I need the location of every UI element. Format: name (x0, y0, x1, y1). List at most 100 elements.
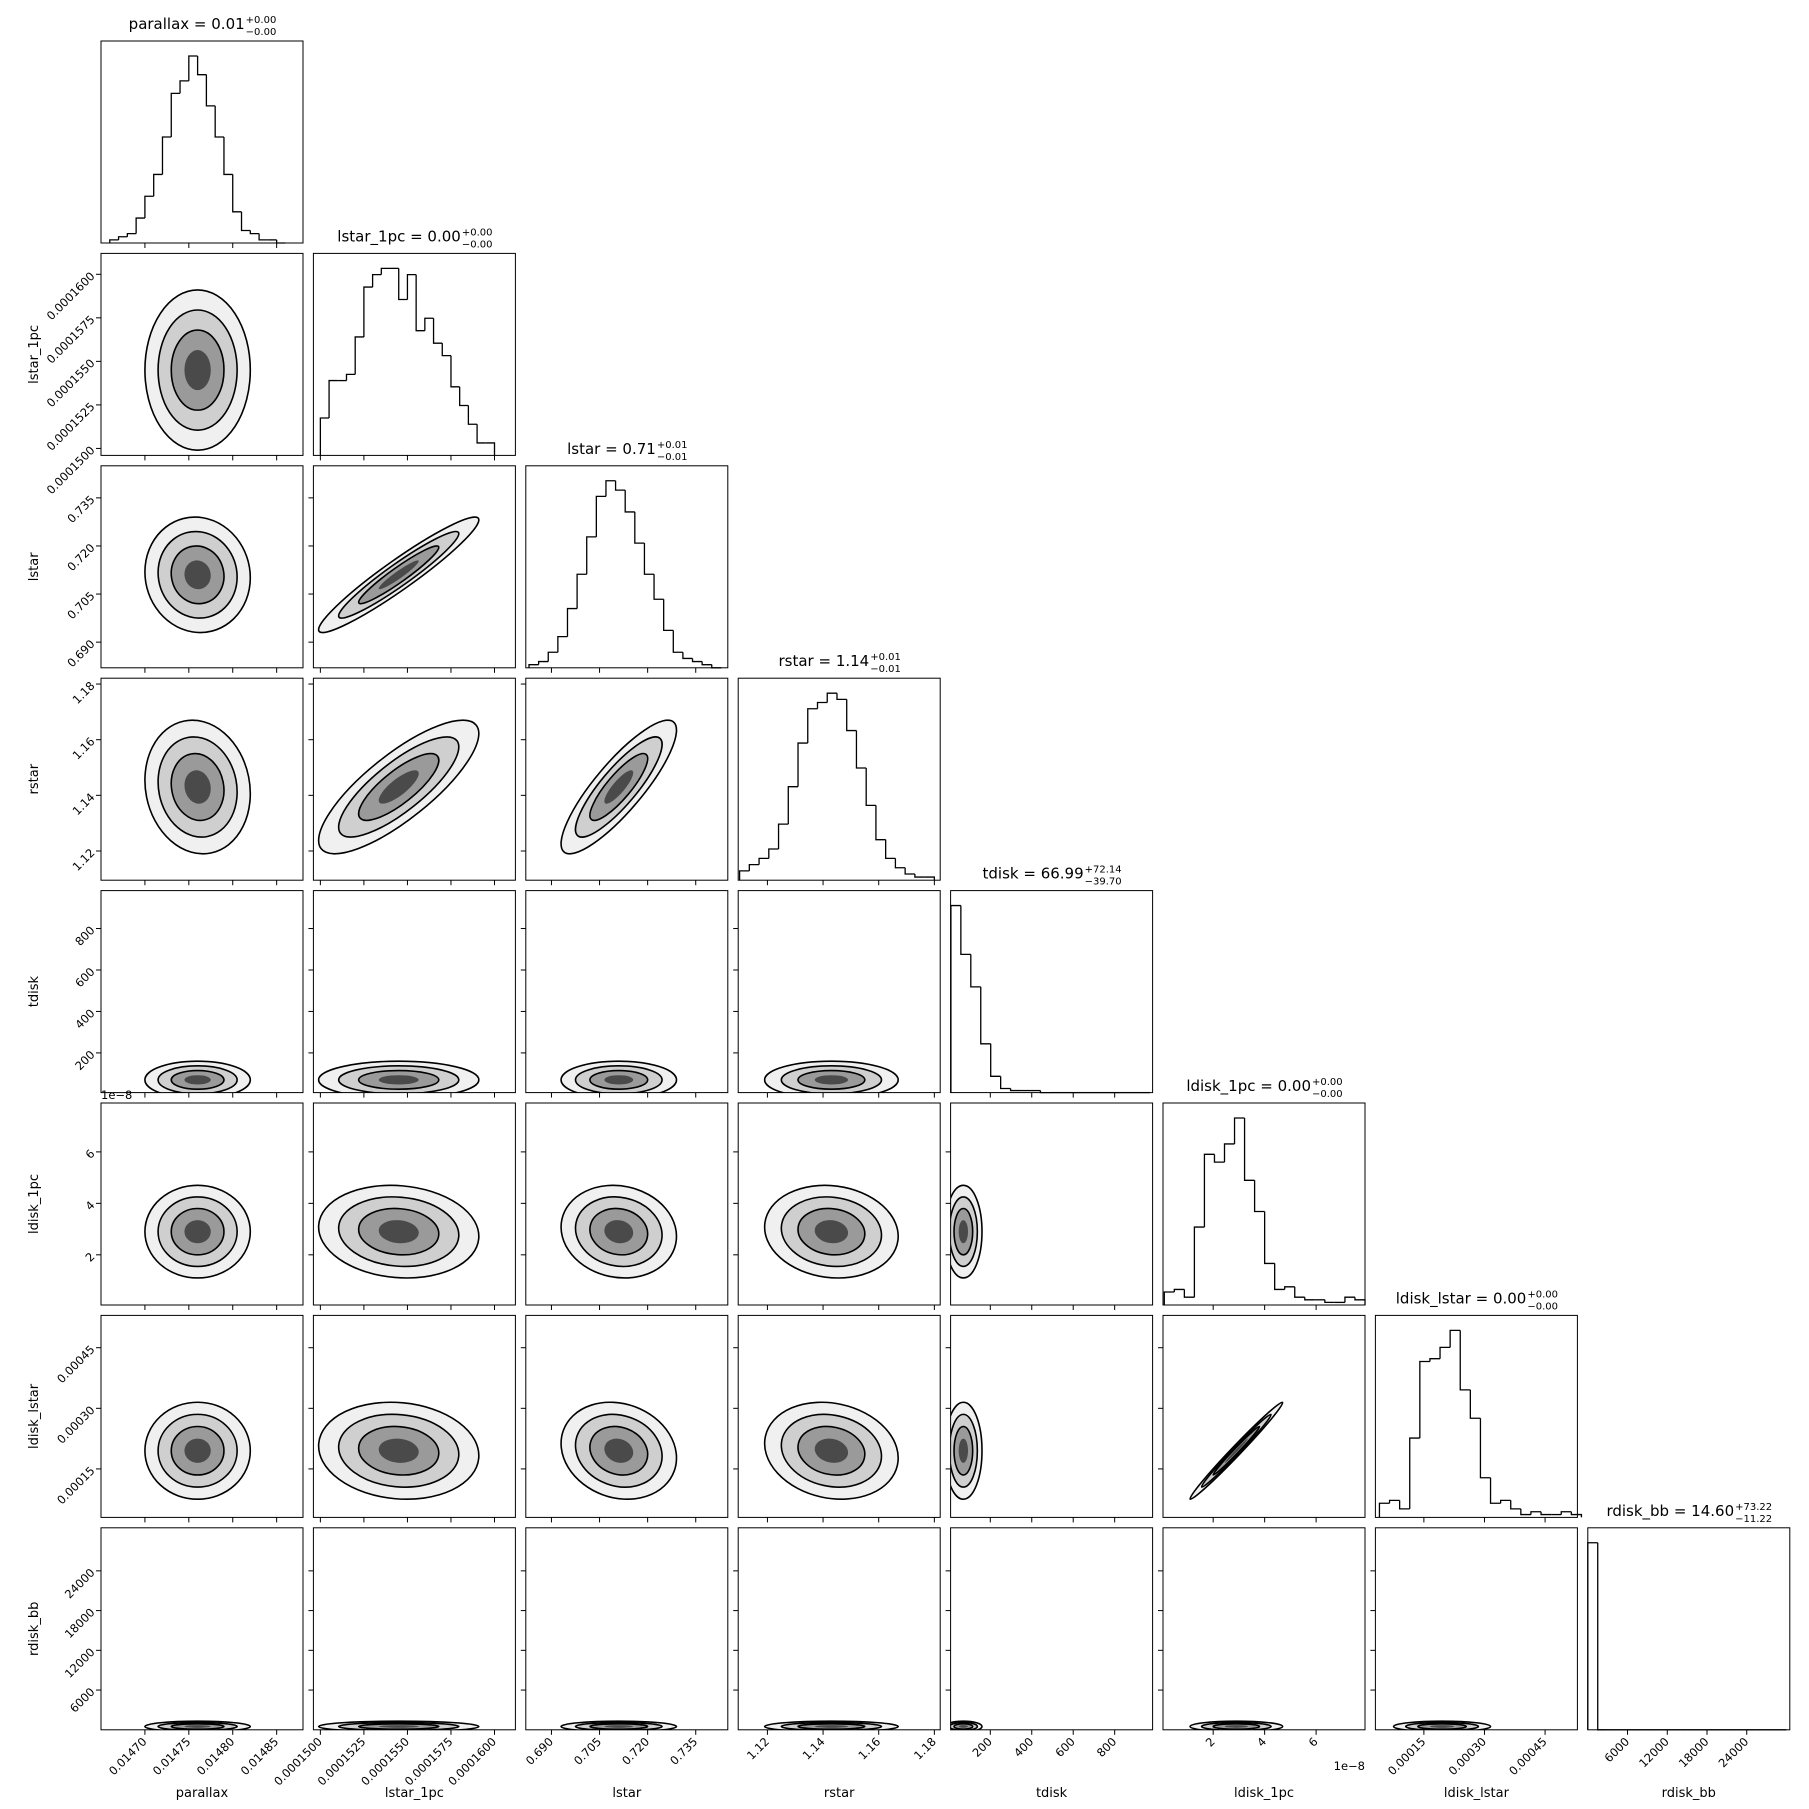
density-contour (1429, 1725, 1455, 1728)
panel-frame (100, 1527, 304, 1731)
density-panel (520, 677, 729, 886)
density-panel: 0.00015000.00015250.00015500.00015750.00… (271, 1527, 516, 1801)
histogram-step (691, 658, 703, 663)
histogram-step (1213, 1154, 1225, 1163)
y-tick-label: 1.16 (70, 734, 98, 762)
x-tick-label: 0.735 (667, 1734, 700, 1767)
y-tick-label: 12000 (62, 1645, 98, 1681)
panel-frame (950, 1314, 1154, 1518)
y-axis-label: lstar (27, 552, 42, 581)
panel-frame (312, 252, 516, 456)
histogram-panel: ldisk_lstar = 0.00 +0.00−0.00 (1374, 1289, 1583, 1523)
x-tick-label: 2 (1203, 1734, 1218, 1749)
panel-frame (525, 465, 729, 669)
histogram-step (459, 386, 469, 407)
y-tick-label: 0.690 (64, 637, 97, 670)
histogram-step (1449, 1329, 1461, 1348)
density-group (317, 1184, 480, 1279)
x-tick-label: 1.14 (800, 1734, 828, 1762)
density-contour (378, 1438, 419, 1463)
x-axis-label: parallax (176, 1786, 229, 1801)
panel-title: tdisk = 66.99 (983, 865, 1084, 883)
histogram-step (1388, 1499, 1400, 1504)
density-panel: 200 400 600 800 tdisk (27, 890, 304, 1098)
histogram-step (970, 954, 981, 988)
histogram-step (363, 286, 373, 337)
histogram-step (557, 635, 568, 653)
density-group (144, 719, 252, 855)
histogram-step (1378, 1502, 1390, 1518)
density-group (763, 1720, 899, 1730)
x-tick-label: 0.01480 (194, 1734, 238, 1778)
histogram-step (1354, 1297, 1366, 1305)
x-tick-label: 0.720 (619, 1734, 652, 1767)
y-axis-label: ldisk_1pc (27, 1174, 42, 1234)
histogram-step (914, 873, 925, 878)
histogram-step (1274, 1263, 1285, 1291)
histogram-step (205, 74, 216, 107)
panel-frame (100, 677, 304, 881)
histogram-step (424, 317, 434, 331)
histogram-step (797, 742, 808, 787)
title-minus: −0.01 (657, 452, 688, 463)
density-group (950, 1401, 983, 1501)
histogram-step (1203, 1153, 1215, 1228)
x-tick-label: 800 (1094, 1734, 1119, 1759)
histogram-step (904, 867, 915, 875)
density-panel: 2 4 6 ldisk_1pc 1e−8 (27, 1088, 304, 1310)
y-axis-label: rdisk_bb (27, 1602, 42, 1656)
histogram-step (950, 904, 961, 1093)
y-tick-label: 0.720 (64, 541, 97, 574)
density-group (763, 1401, 899, 1501)
x-tick-label: 0.01475 (150, 1734, 194, 1778)
density-panel: 0.00015 0.00030 0.00045 ldisk_lstar (1370, 1527, 1578, 1801)
y-tick-label: 24000 (62, 1566, 98, 1602)
density-contour (184, 770, 211, 804)
density-panel: 0.690 0.705 0.720 0.735 lstar (27, 465, 304, 673)
title-minus: −0.00 (462, 239, 493, 250)
y-tick-label: 0.00015 (54, 1464, 98, 1508)
histogram-step (1009, 1088, 1021, 1092)
density-panel: 1.12 1.14 1.16 1.18 rstar (733, 1527, 941, 1801)
density-contour (1224, 1438, 1248, 1463)
density-group (144, 1720, 252, 1730)
density-contour (958, 1220, 969, 1244)
histogram-step (117, 236, 128, 240)
x-tick-label: 1.12 (744, 1734, 772, 1762)
histogram-step (441, 343, 451, 357)
histogram-step (990, 1043, 1001, 1077)
y-axis-label: rstar (27, 763, 42, 794)
histogram-step (537, 660, 549, 665)
density-contour (378, 560, 419, 590)
histogram-step (232, 174, 242, 213)
density-contour (184, 350, 211, 391)
histogram-step (663, 599, 674, 632)
density-contour (184, 1725, 211, 1728)
density-contour (378, 1725, 419, 1728)
x-axis-label: rstar (824, 1786, 855, 1801)
density-panel: 0.690 0.705 0.720 0.735 lstar (520, 1527, 729, 1801)
histogram-step (1193, 1226, 1205, 1298)
histogram-step (406, 273, 417, 300)
panel-frame (525, 677, 729, 881)
x-axis-label: ldisk_1pc (1234, 1786, 1294, 1801)
panel-frame (1374, 1527, 1578, 1731)
y-tick-label: 0.705 (64, 589, 97, 622)
histogram-step (816, 701, 828, 709)
histogram-step (258, 233, 268, 241)
histogram-step (415, 274, 425, 332)
histogram-step (380, 267, 391, 275)
title-plus: +0.00 (246, 15, 277, 26)
y-tick-label: 600 (72, 965, 97, 990)
density-panel (308, 465, 516, 673)
histogram-step (614, 480, 626, 491)
histogram-step (109, 239, 119, 243)
panel-frame (1162, 1102, 1366, 1306)
density-contour (604, 1725, 634, 1728)
histogram-step (1469, 1389, 1481, 1419)
panel-frame (950, 1527, 1154, 1731)
panel-frame (100, 252, 304, 456)
histogram-step (485, 442, 496, 456)
